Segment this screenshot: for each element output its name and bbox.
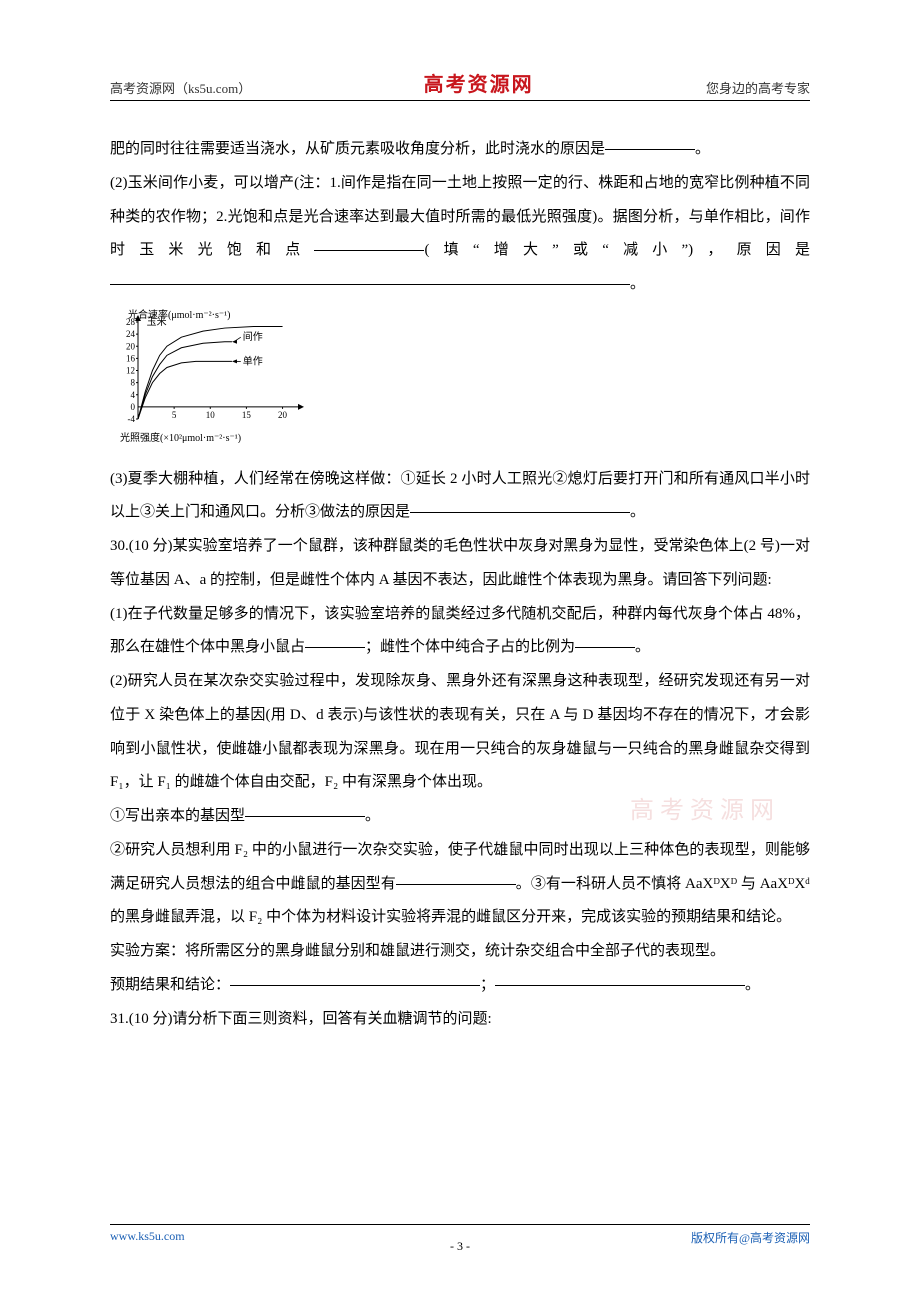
page-footer: www.ks5u.com - 3 - 版权所有@高考资源网 [110,1224,810,1246]
svg-text:12: 12 [126,365,135,375]
q30-stem: 30.(10 分)某实验室培养了一个鼠群，该种群鼠类的毛色性状中灰身对黑身为显性… [110,530,810,598]
svg-text:光合速率(μmol·m⁻²·s⁻¹): 光合速率(μmol·m⁻²·s⁻¹) [128,308,230,321]
svg-text:间作: 间作 [243,330,263,343]
blank-fill [245,816,365,817]
svg-text:15: 15 [242,410,252,420]
svg-text:光照强度(×10²μmol·m⁻²·s⁻¹): 光照强度(×10²μmol·m⁻²·s⁻¹) [120,431,241,443]
header-right: 您身边的高考专家 [706,78,810,97]
para-3: (3)夏季大棚种植，人们经常在傍晚这样做：①延长 2 小时人工照光②熄灯后要打开… [110,463,810,531]
para-1: 肥的同时往往需要适当浇水，从矿质元素吸收角度分析，此时浇水的原因是。 [110,133,810,167]
footer-copyright: 版权所有@高考资源网 [691,1229,810,1246]
blank-fill [110,284,630,285]
q30-1: (1)在子代数量足够多的情况下，该实验室培养的鼠类经过多代随机交配后，种群内每代… [110,598,810,666]
q31-stem: 31.(10 分)请分析下面三则资料，回答有关血糖调节的问题: [110,1003,810,1037]
footer-url: www.ks5u.com [110,1229,185,1244]
header-left: 高考资源网（ks5u.com） [110,78,251,97]
svg-text:-4: -4 [128,414,136,424]
q30-expect: 预期结果和结论：；。 [110,969,810,1003]
svg-text:20: 20 [278,410,288,420]
svg-text:单作: 单作 [243,355,263,367]
svg-text:玉米: 玉米 [147,315,167,328]
blank-fill [396,884,516,885]
header-title: 高考资源网 [424,68,534,97]
svg-text:5: 5 [172,410,177,420]
blank-fill [410,512,630,513]
svg-text:24: 24 [126,329,136,339]
para-2: (2)玉米间作小麦，可以增产(注：1.间作是指在同一土地上按照一定的行、株距和占… [110,167,810,302]
svg-text:16: 16 [126,353,136,363]
q30-2-2: ②研究人员想利用 F₂ 中的小鼠进行一次杂交实验，使子代雄鼠中同时出现以上三种体… [110,834,810,935]
svg-text:10: 10 [206,410,216,420]
blank-fill [495,985,745,986]
blank-fill [314,250,424,251]
chart-svg: -404812162024285101520光合速率(μmol·m⁻²·s⁻¹)… [110,308,305,443]
blank-fill [305,647,365,648]
footer-page-number: - 3 - [450,1239,470,1254]
svg-text:0: 0 [131,402,136,412]
svg-text:20: 20 [126,341,136,351]
svg-text:4: 4 [131,390,136,400]
blank-fill [605,149,695,150]
blank-fill [230,985,480,986]
page: 高考资源网（ks5u.com） 高考资源网 您身边的高考专家 肥的同时往往需要适… [0,0,920,1302]
q30-plan: 实验方案：将所需区分的黑身雌鼠分别和雄鼠进行测交，统计杂交组合中全部子代的表现型… [110,935,810,969]
photosynthesis-chart: -404812162024285101520光合速率(μmol·m⁻²·s⁻¹)… [110,308,810,457]
q30-2: (2)研究人员在某次杂交实验过程中，发现除灰身、黑身外还有深黑身这种表现型，经研… [110,665,810,800]
document-body: 肥的同时往往需要适当浇水，从矿质元素吸收角度分析，此时浇水的原因是。 (2)玉米… [110,133,810,1036]
svg-text:8: 8 [131,377,136,387]
blank-fill [575,647,635,648]
page-header: 高考资源网（ks5u.com） 高考资源网 您身边的高考专家 [110,68,810,101]
q30-2-1: ①写出亲本的基因型。 [110,800,810,834]
